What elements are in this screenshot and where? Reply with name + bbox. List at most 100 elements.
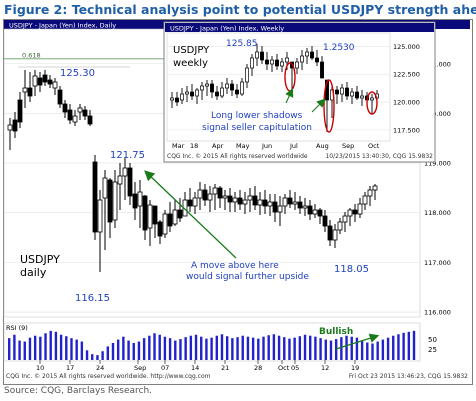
- weekly-candle: [360, 95, 364, 99]
- daily-candle: [267, 201, 273, 207]
- rsi-bar: [225, 336, 229, 360]
- daily-candle: [47, 79, 53, 85]
- weekly-candle: [195, 89, 199, 97]
- rsi-bar: [412, 330, 416, 360]
- rsi-bar: [91, 354, 94, 360]
- rsi-bar: [174, 340, 177, 360]
- daily-candle: [112, 181, 118, 221]
- weekly-candle: [350, 91, 354, 97]
- rsi-bar: [257, 338, 260, 360]
- weekly-candle: [270, 59, 274, 65]
- daily-candle: [367, 189, 373, 197]
- daily-candle: [107, 179, 113, 223]
- weekly-header-bar: [165, 23, 434, 32]
- weekly-plot-area: [166, 32, 391, 142]
- weekly-candle: [180, 93, 184, 101]
- daily-y-tick-label: 118.000: [424, 209, 451, 217]
- daily-candle: [297, 201, 303, 209]
- rsi-bar: [137, 341, 141, 360]
- rsi-bar: [376, 341, 379, 360]
- rsi-bar: [324, 339, 327, 360]
- rsi-axis-25: 25: [428, 346, 437, 354]
- daily-candle: [312, 209, 318, 215]
- weekly-y-axis: 117.500 120.000 122.500 125.000: [393, 43, 420, 135]
- rsi-bar: [168, 338, 172, 360]
- rsi-bar: [179, 339, 182, 360]
- daily-candle: [142, 195, 148, 231]
- rsi-bar: [277, 335, 281, 360]
- rsi-bar: [402, 332, 405, 360]
- rsi-bar: [13, 334, 16, 360]
- rsi-bar: [49, 330, 52, 360]
- rsi-bar: [210, 337, 213, 360]
- daily-candle: [272, 201, 278, 213]
- rsi-bar: [397, 334, 400, 360]
- daily-candle: [307, 205, 313, 215]
- weekly-candle: [260, 51, 264, 61]
- weekly-x-tick-label: Oct: [368, 142, 380, 150]
- daily-label-symbol: USDJPY: [20, 253, 60, 266]
- daily-candle: [222, 195, 228, 199]
- daily-candle: [152, 205, 158, 225]
- daily-candle: [252, 195, 258, 206]
- rsi-bar: [205, 338, 208, 360]
- weekly-candle: [345, 87, 349, 97]
- weekly-x-tick-label: Aug: [316, 142, 329, 150]
- daily-x-tick-label: 19: [351, 364, 359, 372]
- weekly-candle: [205, 83, 209, 87]
- rsi-bar: [231, 338, 234, 360]
- rsi-bar: [309, 335, 312, 360]
- daily-candle: [217, 187, 223, 199]
- daily-candle: [347, 209, 353, 217]
- daily-candle: [92, 161, 98, 233]
- rsi-bar: [272, 334, 276, 360]
- daily-candles: [7, 70, 378, 272]
- daily-label-period: daily: [20, 266, 47, 279]
- rsi-bar: [334, 339, 338, 360]
- weekly-candle: [320, 61, 324, 79]
- daily-candle: [352, 209, 358, 215]
- daily-candle: [67, 109, 73, 121]
- daily-candle: [237, 197, 243, 205]
- rsi-bar: [262, 336, 265, 360]
- weekly-y-tick-label: 120.000: [393, 99, 420, 107]
- daily-candle: [22, 87, 28, 93]
- weekly-x-tick-label: 18: [190, 142, 198, 150]
- rsi-bar: [241, 335, 244, 360]
- shadow-arrow-2: [311, 98, 326, 113]
- rsi-bar: [142, 338, 146, 360]
- rsi-bar: [59, 334, 63, 360]
- daily-candle: [82, 109, 88, 117]
- daily-y-tick-label: 120.000: [424, 110, 451, 118]
- rsi-bar: [80, 341, 84, 360]
- weekly-candle: [175, 97, 179, 103]
- weekly-candle: [295, 61, 299, 69]
- weekly-note-line-2: signal seller capitulation: [202, 123, 312, 133]
- rsi-bar: [381, 339, 385, 360]
- rsi-bar: [293, 337, 296, 360]
- weekly-x-tick-label: May: [236, 142, 250, 150]
- daily-candle: [132, 193, 138, 209]
- rsi-bar: [39, 336, 42, 360]
- daily-candle: [357, 203, 363, 215]
- daily-candle: [322, 215, 328, 227]
- weekly-candle: [340, 87, 344, 95]
- rsi-bar: [132, 343, 135, 360]
- weekly-candle: [170, 97, 174, 101]
- daily-candle: [362, 195, 368, 205]
- weekly-candle: [280, 61, 284, 67]
- rsi-bar: [96, 355, 99, 360]
- daily-footer-left: CQG Inc. © 2015 All rights reserved worl…: [6, 373, 211, 380]
- weekly-annot-125-85: 125.85: [226, 39, 258, 49]
- daily-candle: [192, 197, 198, 207]
- weekly-candle: [355, 91, 359, 99]
- daily-header: USDJPY - Japan (Yen) Index, Daily: [9, 22, 116, 30]
- daily-candle: [302, 205, 308, 209]
- weekly-header: USDJPY - Japan (Yen) Index, Weekly: [170, 25, 284, 33]
- rsi-bar: [28, 337, 32, 360]
- daily-y-tick-label: 119.000: [424, 160, 451, 168]
- rsi-bar: [116, 339, 120, 360]
- daily-y-tick-label: 121.000: [424, 60, 451, 68]
- rsi-bar: [101, 351, 104, 360]
- daily-candle: [287, 197, 293, 205]
